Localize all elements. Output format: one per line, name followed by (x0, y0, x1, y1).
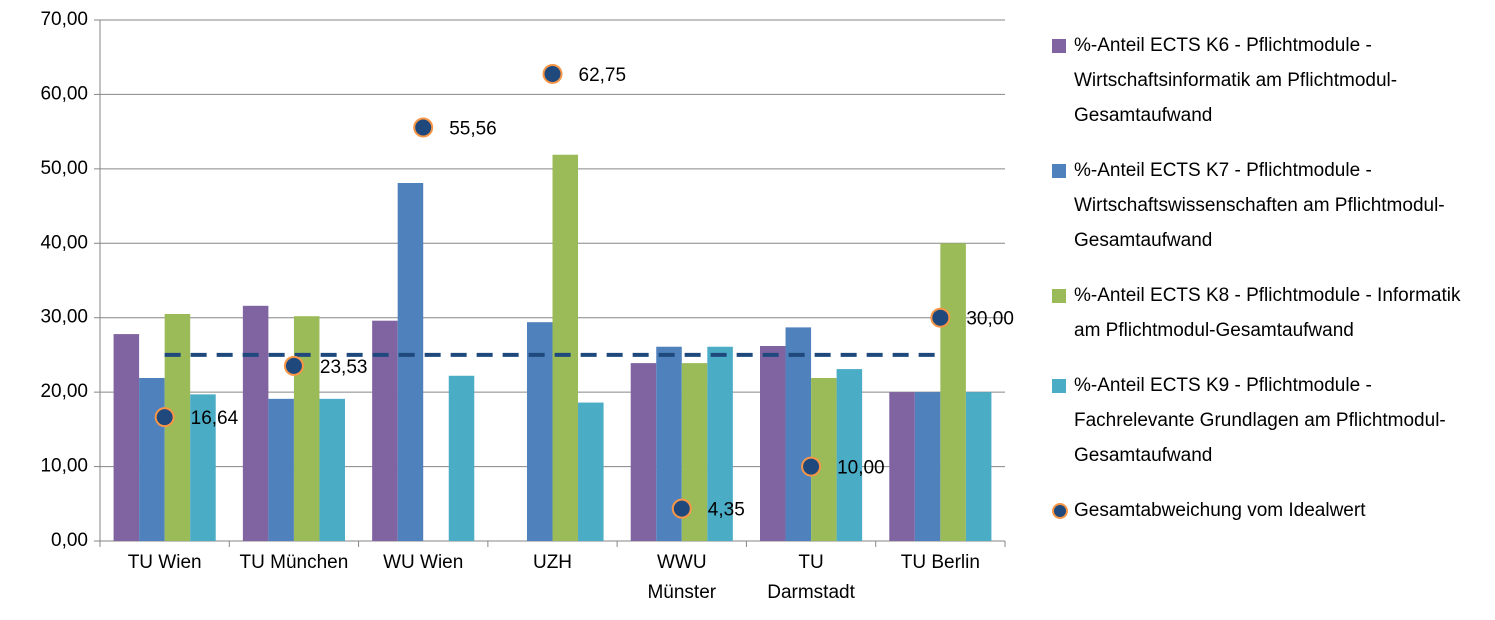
data-label: 30,00 (966, 309, 1014, 330)
bar (630, 363, 657, 541)
legend-label: %-Anteil ECTS K6 - Pflichtmodule - Wirts… (1074, 35, 1398, 126)
bar (164, 313, 191, 541)
marker (930, 307, 951, 328)
legend-swatch (1052, 289, 1066, 303)
legend-entry: %-Anteil ECTS K7 - Pflichtmodule - Wirts… (1052, 153, 1482, 258)
x-tick-label: TU München (239, 552, 349, 573)
bar (319, 398, 345, 541)
bar (965, 392, 992, 541)
y-tick-label: 40,00 (40, 232, 88, 253)
bar (372, 320, 398, 541)
data-label: 55,56 (449, 118, 497, 139)
legend-label: %-Anteil ECTS K7 - Pflichtmodule - Wirts… (1074, 160, 1445, 251)
bar (914, 392, 941, 541)
bar (268, 398, 294, 541)
y-tick-label: 60,00 (40, 83, 88, 104)
legend-swatch (1052, 379, 1066, 393)
marker (283, 355, 304, 376)
legend-label: Gesamtabweichung vom Idealwert (1074, 500, 1366, 521)
bar (889, 392, 915, 541)
y-tick-label: 10,00 (40, 456, 88, 477)
bar (242, 305, 269, 541)
data-label: 23,53 (320, 357, 368, 378)
legend-entry: %-Anteil ECTS K6 - Pflichtmodule - Wirts… (1052, 28, 1482, 133)
legend-swatch (1052, 503, 1068, 519)
legend-swatch (1052, 39, 1066, 53)
bar (760, 345, 786, 541)
bar (940, 243, 966, 542)
x-tick-label: TU Berlin (900, 552, 980, 573)
legend-entry: %-Anteil ECTS K8 - Pflichtmodule - Infor… (1052, 278, 1482, 348)
marker (154, 407, 175, 428)
legend-label: %-Anteil ECTS K9 - Pflichtmodule - Fachr… (1074, 375, 1446, 466)
legend-entry: %-Anteil ECTS K9 - Pflichtmodule - Fachr… (1052, 368, 1482, 473)
bar (707, 346, 733, 541)
legend-entry: Gesamtabweichung vom Idealwert (1052, 493, 1482, 528)
bar (836, 369, 863, 541)
bar (578, 402, 604, 541)
x-tick-label: TU Wien (127, 552, 202, 573)
legend: %-Anteil ECTS K6 - Pflichtmodule - Wirts… (1052, 28, 1482, 548)
bar (397, 182, 424, 541)
legend-label: %-Anteil ECTS K8 - Pflichtmodule - Infor… (1074, 285, 1461, 341)
bar (293, 316, 320, 541)
marker (542, 63, 563, 84)
bar (785, 327, 812, 541)
x-tick-label: WU Wien (383, 552, 464, 573)
data-label: 62,75 (579, 65, 627, 86)
bar (552, 154, 579, 542)
x-tick-label: WWU Münster (647, 552, 717, 603)
bar (526, 322, 553, 541)
data-label: 4,35 (708, 500, 745, 521)
legend-swatch (1052, 164, 1066, 178)
y-tick-label: 50,00 (40, 158, 88, 179)
bar (139, 378, 165, 541)
bar (190, 394, 216, 541)
marker (801, 456, 822, 477)
y-tick-label: 20,00 (40, 381, 88, 402)
y-tick-label: 0,00 (51, 530, 88, 551)
x-tick-label: TU Darmstadt (767, 552, 855, 603)
x-tick-label: UZH (532, 552, 573, 573)
bar (448, 375, 475, 541)
bar (113, 334, 140, 541)
data-label: 16,64 (191, 408, 239, 429)
marker (671, 498, 692, 519)
marker (413, 117, 434, 138)
data-label: 10,00 (837, 458, 885, 479)
y-tick-label: 30,00 (40, 307, 88, 328)
y-tick-label: 70,00 (40, 9, 88, 30)
